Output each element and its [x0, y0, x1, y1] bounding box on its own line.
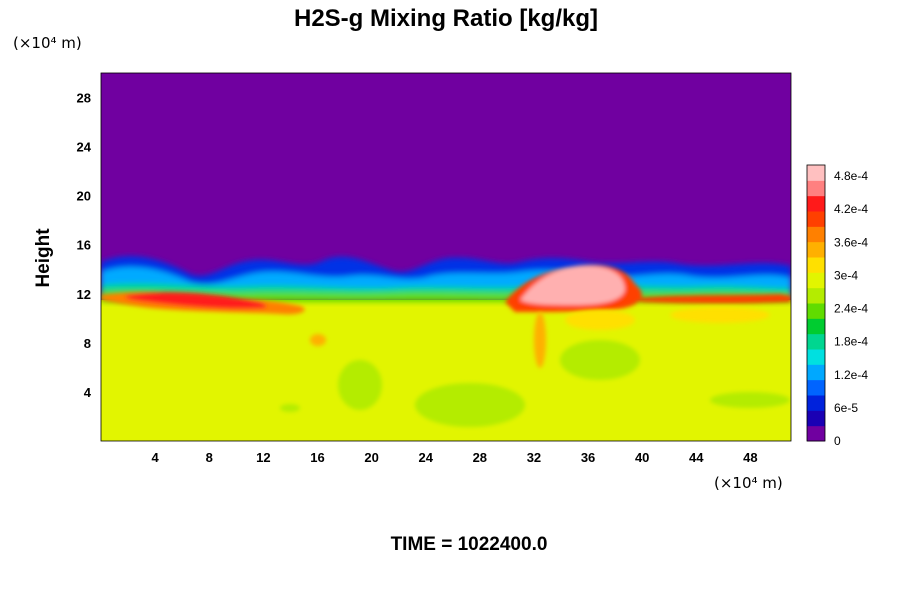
lower-layer-patches [280, 307, 790, 427]
plot-frame [100, 72, 792, 442]
colorbar-swatch [807, 226, 825, 243]
colorbar-swatch [807, 333, 825, 350]
x-tick-labels: 4 8 12 16 20 24 28 32 36 40 44 48 [152, 450, 758, 465]
colorbar-swatch [807, 180, 825, 197]
x-unit-label: (×10⁴ m) [714, 474, 783, 492]
colorbar-swatch [807, 257, 825, 273]
y-tick-label: 16 [77, 238, 91, 253]
colorbar-frame [806, 164, 826, 442]
x-tick-label: 28 [473, 450, 487, 465]
x-tick-label: 40 [635, 450, 649, 465]
y-unit-label: (×10⁴ m) [13, 34, 82, 52]
colorbar-swatch [807, 410, 825, 427]
colorbar-tick-label: 3e-4 [834, 268, 858, 282]
x-tick-label: 16 [310, 450, 324, 465]
x-tick-label: 44 [689, 450, 704, 465]
colorbar-swatch [807, 395, 825, 411]
colorbar-swatch [807, 287, 825, 304]
chart-title: H2S-g Mixing Ratio [kg/kg] [294, 5, 598, 32]
colorbar-swatch [807, 349, 825, 365]
x-tick-label: 4 [152, 450, 160, 465]
colorbar-swatch [807, 211, 825, 227]
y-tick-label: 28 [77, 91, 91, 106]
x-tick-label: 12 [256, 450, 270, 465]
x-tick-label: 32 [527, 450, 541, 465]
colorbar-tick-label: 1.2e-4 [834, 368, 868, 382]
colorbar-swatch [807, 195, 825, 212]
colorbar-swatch [807, 379, 825, 396]
x-tick-label: 20 [364, 450, 378, 465]
x-tick-label: 8 [206, 450, 213, 465]
time-annotation: TIME = 1022400.0 [391, 534, 548, 555]
colorbar-tick-label: 2.4e-4 [834, 302, 868, 316]
x-tick-label: 36 [581, 450, 595, 465]
y-tick-label: 12 [77, 287, 91, 302]
y-tick-labels: 4 8 12 16 20 24 28 [77, 91, 92, 400]
high-concentration-band [101, 264, 791, 315]
colorbar-tick-label: 1.8e-4 [834, 335, 868, 349]
colorbar-tick-label: 0 [834, 434, 841, 448]
colorbar-tick-label: 6e-5 [834, 401, 858, 415]
y-tick-label: 20 [77, 189, 91, 204]
y-tick-label: 8 [84, 336, 91, 351]
y-tick-label: 24 [77, 140, 92, 155]
colorbar: 0 6e-5 1.2e-4 1.8e-4 2.4e-4 3e-4 3.6e-4 4.2e-4 4… [806, 164, 868, 448]
x-tick-label: 48 [743, 450, 757, 465]
colorbar-tick-label: 3.6e-4 [834, 235, 868, 249]
colorbar-swatch [807, 165, 825, 181]
y-axis-label: Height [33, 228, 54, 288]
x-tick-label: 24 [418, 450, 433, 465]
y-tick-label: 4 [84, 385, 92, 400]
colorbar-tick-label: 4.2e-4 [834, 202, 868, 216]
plot-area [101, 73, 791, 441]
colorbar-swatch [807, 364, 825, 381]
colorbar-swatch [807, 425, 825, 442]
colorbar-tick-label: 4.8e-4 [834, 169, 868, 183]
colorbar-swatch [807, 318, 825, 335]
colorbar-swatch [807, 303, 825, 319]
colorbar-swatch [807, 241, 825, 258]
colorbar-swatch [807, 272, 825, 289]
